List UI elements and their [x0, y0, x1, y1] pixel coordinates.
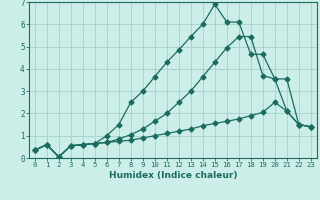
X-axis label: Humidex (Indice chaleur): Humidex (Indice chaleur) — [108, 171, 237, 180]
